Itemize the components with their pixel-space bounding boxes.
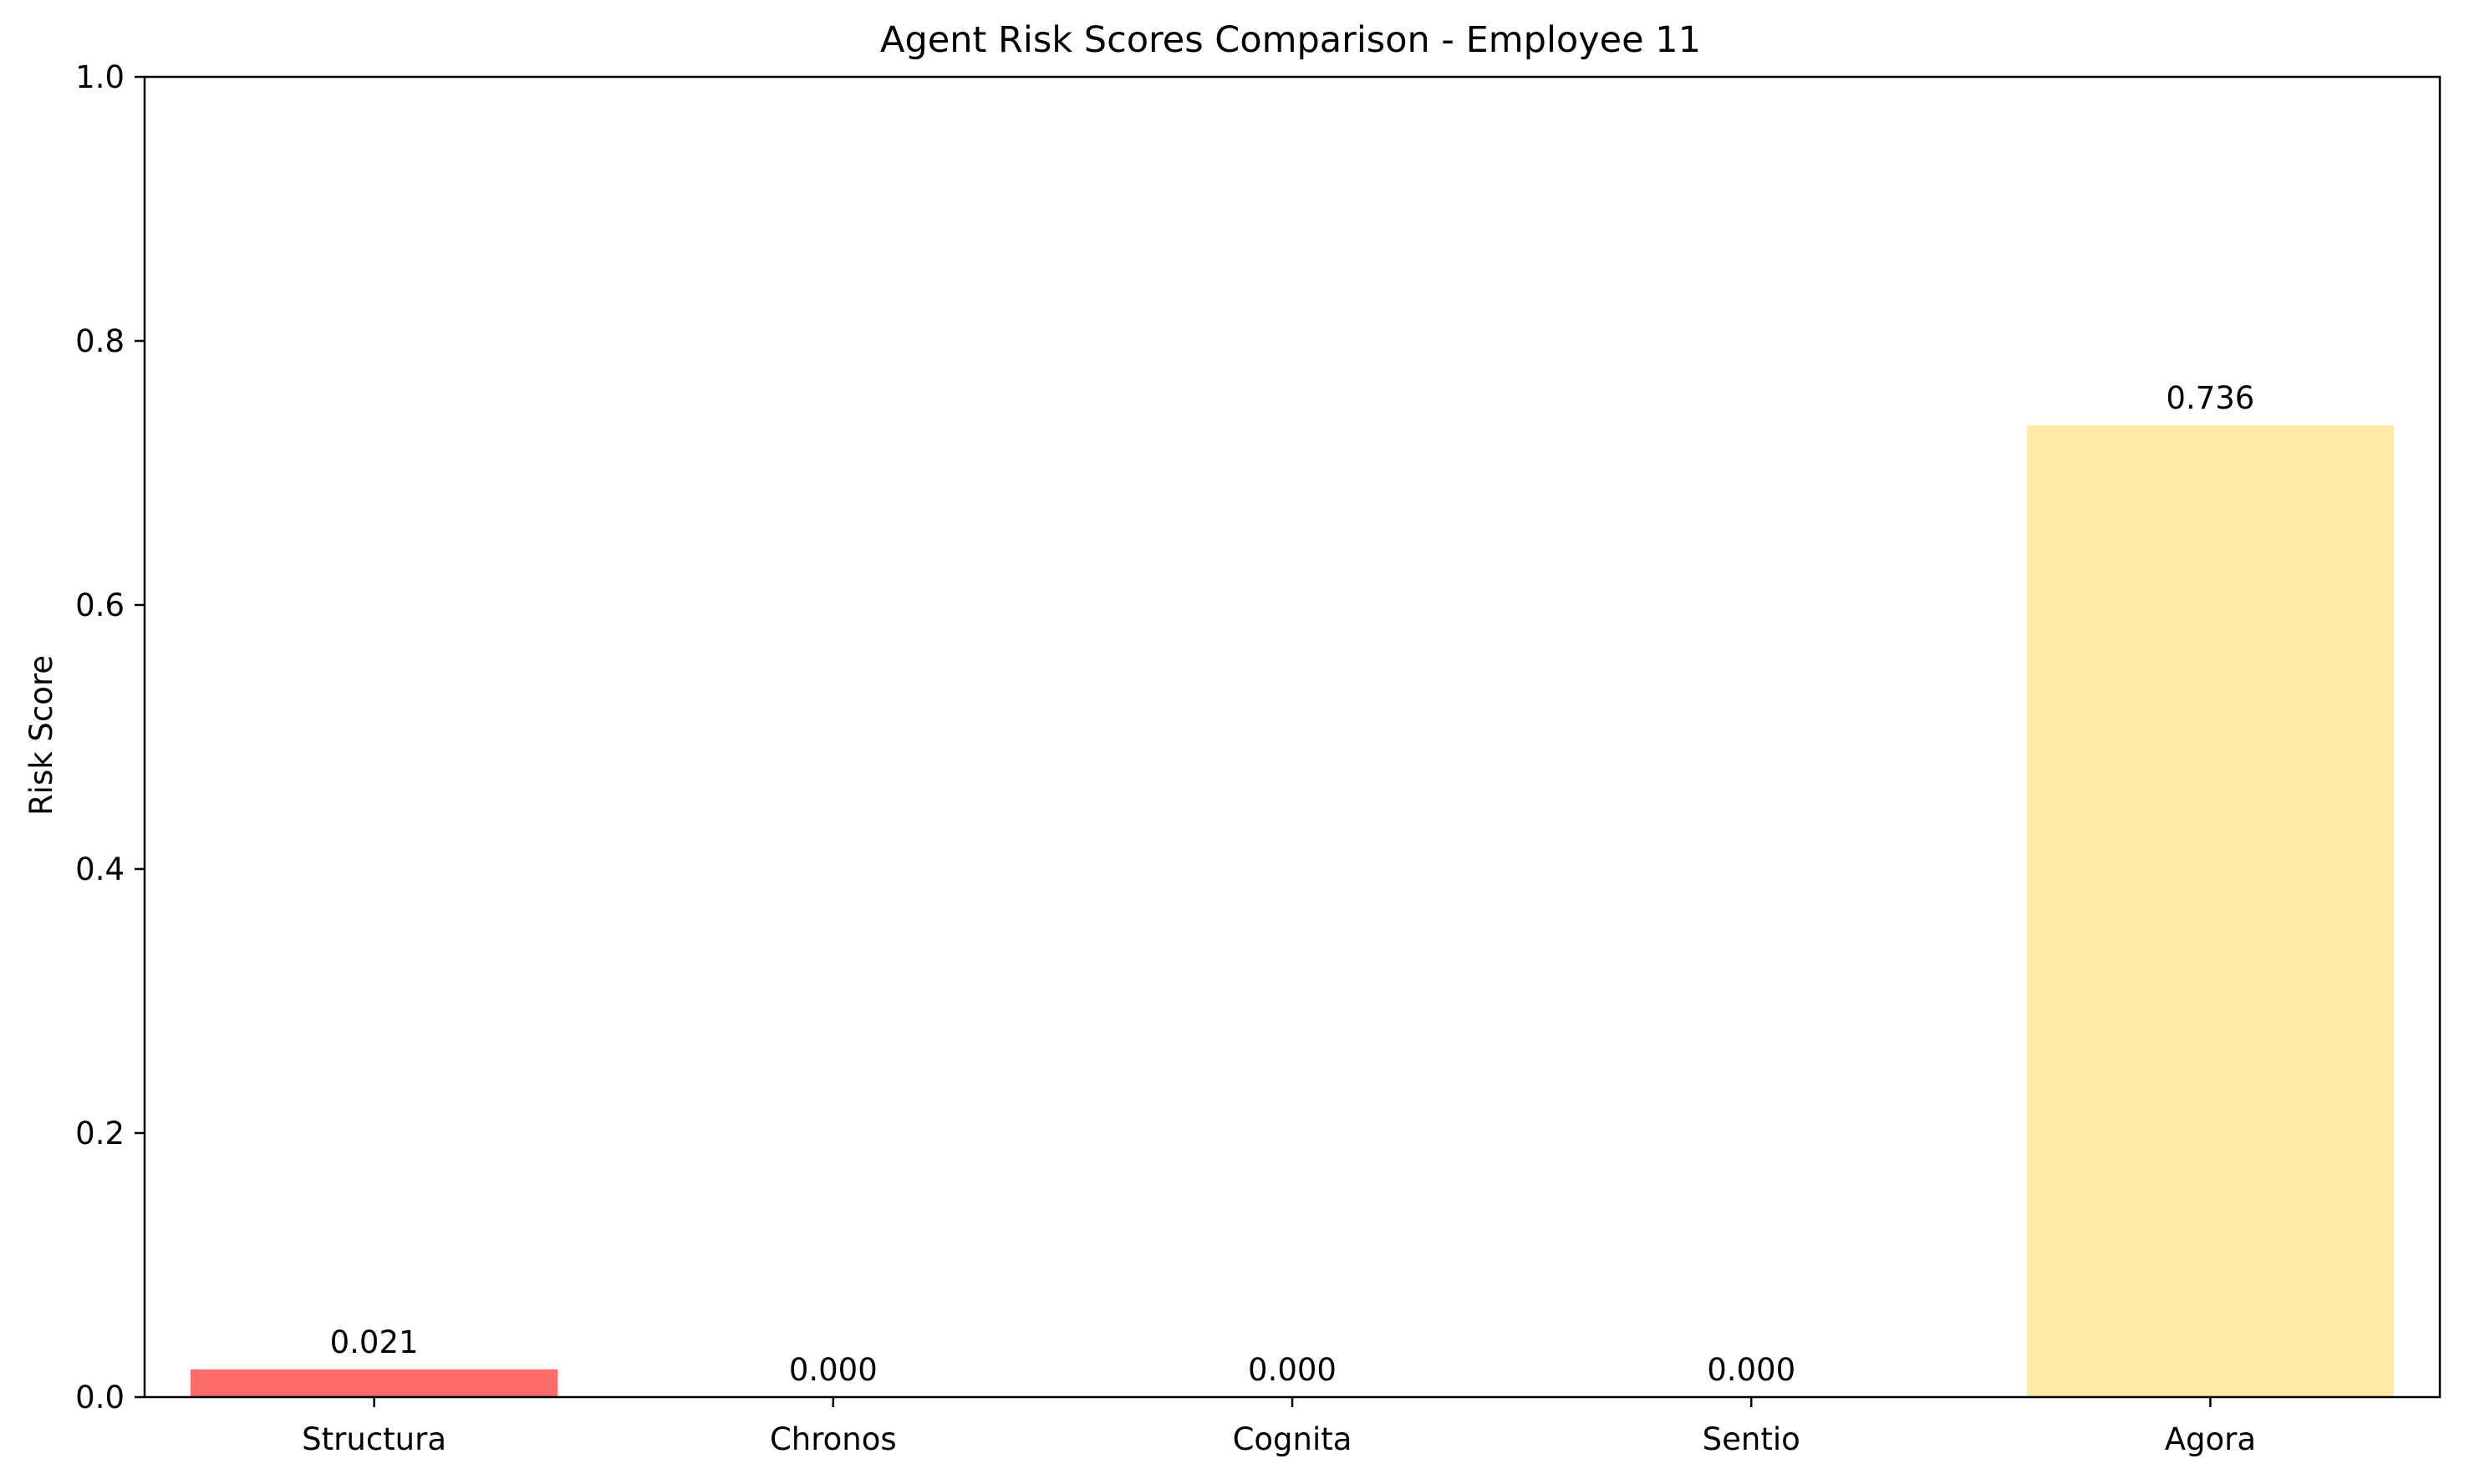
chart-title: Agent Risk Scores Comparison - Employee … — [880, 19, 1701, 61]
value-label-agora: 0.736 — [2166, 380, 2254, 416]
value-label-chronos: 0.000 — [789, 1352, 878, 1388]
y-tick-label: 0.6 — [75, 587, 125, 623]
x-tick-label-agora: Agora — [2165, 1421, 2256, 1457]
value-label-structura: 0.021 — [330, 1324, 419, 1360]
x-tick-label-sentio: Sentio — [1703, 1421, 1800, 1457]
value-labels-layer: 0.021 0.000 0.000 0.000 0.736 — [330, 380, 2255, 1388]
value-label-cognita: 0.000 — [1248, 1352, 1337, 1388]
y-tick-label: 0.2 — [75, 1116, 125, 1151]
bar-agora — [2026, 425, 2395, 1397]
y-tick-label: 1.0 — [75, 59, 125, 95]
value-label-sentio: 0.000 — [1707, 1352, 1795, 1388]
y-tick-label: 0.4 — [75, 851, 125, 887]
x-axis-ticks: Structura Chronos Cognita Sentio Agora — [302, 1397, 2256, 1457]
y-tick-label: 0.8 — [75, 323, 125, 359]
x-tick-label-cognita: Cognita — [1233, 1421, 1352, 1457]
y-axis-label: Risk Score — [23, 655, 59, 816]
y-axis-ticks: 0.0 0.2 0.4 0.6 0.8 1.0 — [75, 59, 145, 1415]
x-tick-label-structura: Structura — [302, 1421, 446, 1457]
bars-layer — [190, 425, 2395, 1397]
bar-structura — [190, 1369, 558, 1397]
y-tick-label: 0.0 — [75, 1380, 125, 1415]
plot-frame — [143, 75, 2442, 1399]
x-tick-label-chronos: Chronos — [770, 1421, 897, 1457]
